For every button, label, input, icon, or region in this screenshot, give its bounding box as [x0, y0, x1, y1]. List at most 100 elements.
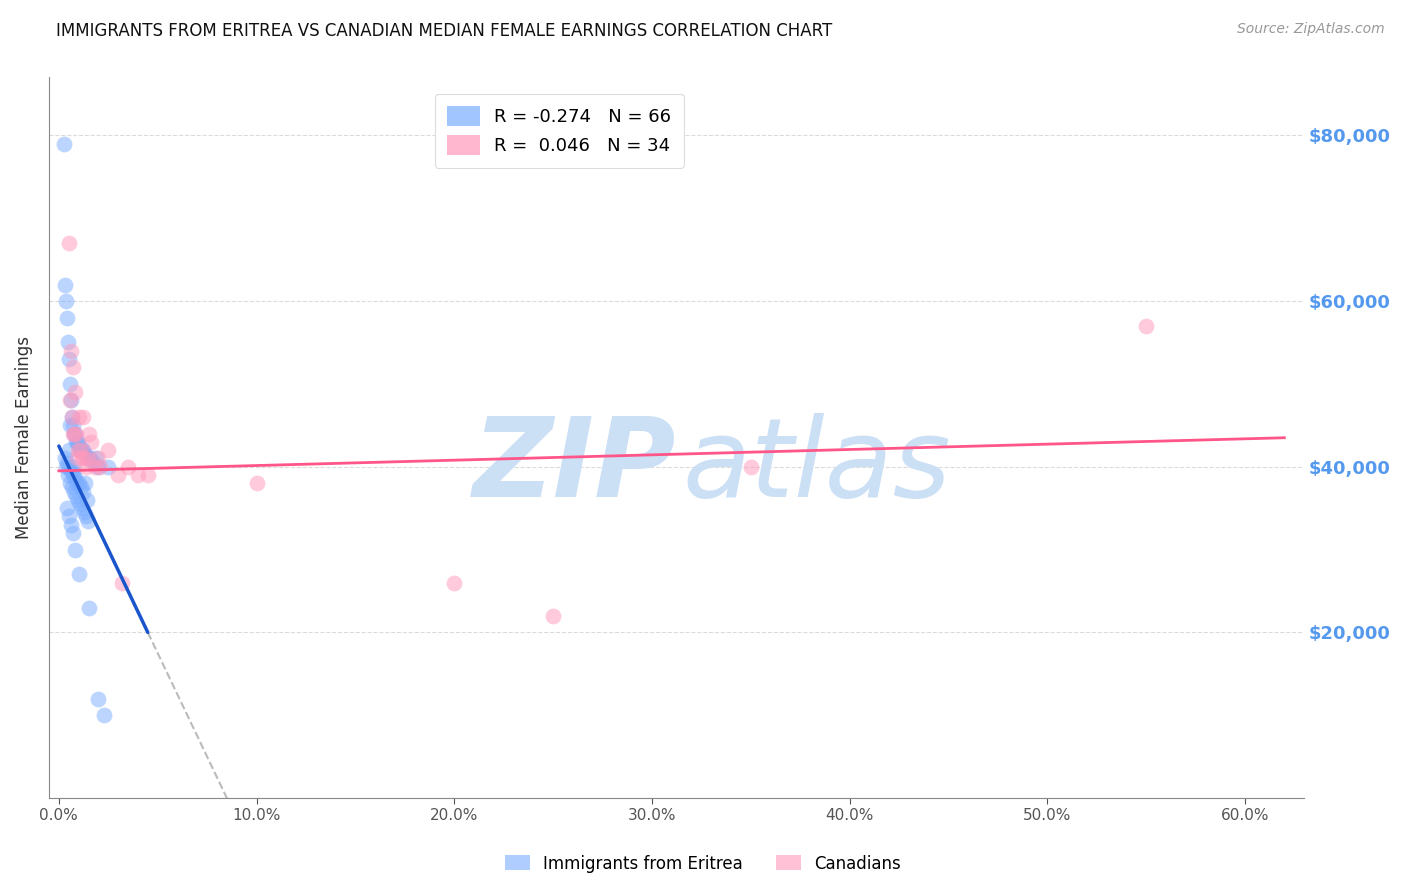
Point: [72, 505, 94, 519]
Point: [53, 451, 76, 466]
Point: [70, 443, 93, 458]
Point: [245, 476, 267, 491]
Point: [72, 451, 94, 466]
Point: [59, 517, 82, 532]
Point: [117, 459, 139, 474]
Y-axis label: Median Female Earnings: Median Female Earnings: [15, 336, 32, 540]
Point: [1135, 318, 1157, 333]
Point: [136, 468, 159, 483]
Point: [70, 501, 93, 516]
Point: [66, 434, 89, 449]
Point: [127, 468, 149, 483]
Point: [58, 352, 80, 367]
Point: [62, 484, 84, 499]
Point: [69, 480, 91, 494]
Point: [111, 575, 134, 590]
Point: [60, 410, 83, 425]
Point: [77, 600, 100, 615]
Point: [62, 468, 84, 483]
Point: [55, 501, 77, 516]
Point: [87, 691, 110, 706]
Point: [79, 451, 101, 466]
Point: [97, 443, 120, 458]
Point: [69, 497, 91, 511]
Point: [62, 459, 84, 474]
Text: IMMIGRANTS FROM ERITREA VS CANADIAN MEDIAN FEMALE EARNINGS CORRELATION CHART: IMMIGRANTS FROM ERITREA VS CANADIAN MEDI…: [56, 22, 832, 40]
Point: [77, 426, 100, 441]
Point: [77, 451, 100, 466]
Point: [72, 443, 94, 458]
Legend: R = -0.274   N = 66, R =  0.046   N = 34: R = -0.274 N = 66, R = 0.046 N = 34: [434, 94, 683, 168]
Point: [107, 468, 129, 483]
Point: [62, 426, 84, 441]
Point: [66, 476, 89, 491]
Point: [60, 480, 83, 494]
Point: [63, 472, 86, 486]
Point: [59, 418, 82, 433]
Point: [62, 468, 84, 483]
Point: [66, 434, 89, 449]
Point: [63, 542, 86, 557]
Point: [76, 451, 98, 466]
Point: [76, 451, 98, 466]
Point: [59, 393, 82, 408]
Point: [62, 360, 84, 375]
Point: [55, 310, 77, 325]
Point: [58, 443, 80, 458]
Point: [59, 343, 82, 358]
Point: [73, 447, 96, 461]
Point: [84, 459, 107, 474]
Point: [67, 567, 90, 582]
Point: [63, 426, 86, 441]
Point: [73, 476, 96, 491]
Point: [55, 456, 77, 470]
Point: [65, 434, 87, 449]
Point: [67, 476, 90, 491]
Point: [62, 418, 84, 433]
Point: [60, 464, 83, 478]
Point: [76, 492, 98, 507]
Legend: Immigrants from Eritrea, Canadians: Immigrants from Eritrea, Canadians: [498, 848, 908, 880]
Point: [62, 426, 84, 441]
Point: [66, 451, 89, 466]
Text: atlas: atlas: [683, 413, 952, 520]
Point: [87, 459, 110, 474]
Point: [58, 236, 80, 251]
Point: [62, 426, 84, 441]
Point: [55, 459, 77, 474]
Point: [59, 464, 82, 478]
Point: [86, 451, 108, 466]
Point: [83, 456, 105, 470]
Text: ZIP: ZIP: [472, 413, 676, 520]
Point: [76, 514, 98, 528]
Point: [56, 335, 79, 350]
Point: [93, 708, 115, 723]
Point: [58, 459, 80, 474]
Point: [56, 468, 79, 483]
Point: [87, 451, 110, 466]
Point: [75, 459, 97, 474]
Point: [58, 509, 80, 524]
Point: [65, 426, 87, 441]
Point: [67, 410, 90, 425]
Point: [89, 459, 111, 474]
Point: [443, 575, 465, 590]
Point: [72, 410, 94, 425]
Point: [69, 443, 91, 458]
Point: [70, 451, 93, 466]
Point: [65, 489, 87, 503]
Point: [66, 492, 89, 507]
Point: [67, 439, 90, 453]
Point: [63, 385, 86, 400]
Point: [97, 459, 120, 474]
Point: [69, 443, 91, 458]
Point: [75, 509, 97, 524]
Point: [52, 136, 75, 151]
Point: [740, 459, 762, 474]
Text: Source: ZipAtlas.com: Source: ZipAtlas.com: [1237, 22, 1385, 37]
Point: [59, 476, 82, 491]
Point: [60, 410, 83, 425]
Point: [69, 443, 91, 458]
Point: [62, 526, 84, 541]
Point: [66, 443, 89, 458]
